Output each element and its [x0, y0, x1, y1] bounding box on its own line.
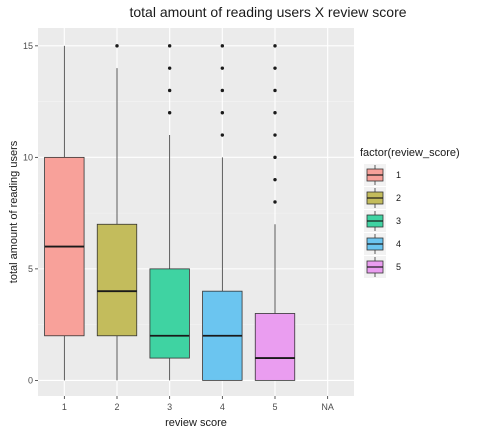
y-tick-label: 10 [23, 152, 33, 162]
outlier-point [220, 44, 225, 48]
y-tick-label: 0 [28, 375, 33, 385]
outlier-point [273, 111, 277, 115]
y-axis: 0 5 10 15 [23, 41, 38, 385]
x-axis: 1 2 3 4 5 NA [62, 396, 334, 412]
outlier-point [220, 133, 225, 137]
legend-item-5: 5 [364, 256, 401, 278]
legend-label: 4 [396, 239, 401, 249]
x-tick-label: 4 [220, 402, 225, 412]
box-2 [96, 44, 138, 381]
legend-item-4: 4 [364, 233, 401, 255]
outlier-point [273, 133, 277, 137]
outlier-point [273, 66, 277, 70]
y-axis-title: total amount of reading users [8, 140, 20, 283]
box-body [96, 223, 138, 337]
outlier-point [273, 177, 277, 182]
outlier-point [115, 44, 119, 48]
x-tick-label: 2 [114, 402, 119, 412]
box-layer [44, 44, 296, 381]
legend-title: factor(review_score) [360, 147, 460, 159]
outlier-point [167, 88, 172, 93]
outlier-point [167, 44, 172, 48]
outlier-point [220, 66, 225, 70]
box-5 [254, 44, 296, 381]
outlier-point [220, 111, 225, 115]
chart-title: total amount of reading users X review s… [129, 4, 406, 20]
legend-label: 3 [396, 216, 401, 226]
x-axis-title: review score [165, 417, 227, 429]
legend-item-2: 2 [364, 187, 401, 209]
plot-panel [38, 28, 354, 396]
box-3 [149, 44, 190, 381]
legend: factor(review_score) 1 2 3 4 5 [360, 147, 460, 278]
legend-item-1: 1 [364, 164, 401, 186]
outlier-point [273, 155, 277, 160]
outlier-point [167, 66, 172, 70]
box-body [149, 268, 190, 359]
x-tick-label: 3 [167, 402, 172, 412]
outlier-point [220, 88, 225, 93]
legend-label: 5 [396, 262, 401, 272]
outlier-point [273, 88, 277, 93]
x-tick-label: 5 [272, 402, 277, 412]
legend-label: 2 [396, 193, 401, 203]
box-body [254, 313, 296, 381]
box-1 [44, 45, 85, 381]
legend-item-3: 3 [364, 210, 401, 232]
outlier-point [273, 200, 277, 204]
y-tick-label: 15 [23, 41, 33, 51]
y-tick-label: 5 [28, 264, 33, 274]
outlier-point [167, 111, 172, 115]
box-4 [202, 44, 243, 381]
x-tick-label: NA [321, 402, 334, 412]
outlier-point [273, 44, 277, 48]
x-tick-label: 1 [62, 402, 67, 412]
legend-label: 1 [396, 170, 401, 180]
